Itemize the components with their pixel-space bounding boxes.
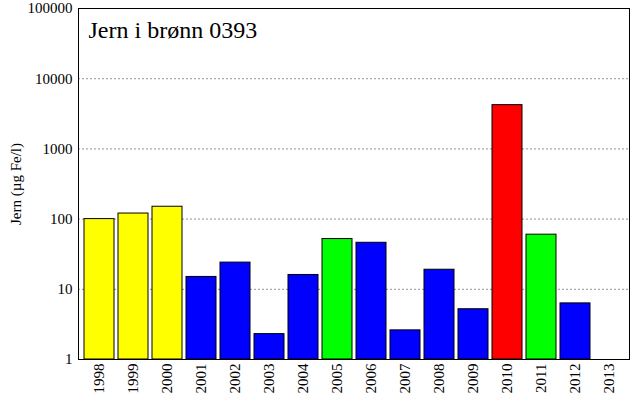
- svg-text:2001: 2001: [193, 364, 209, 394]
- svg-text:Jern i brønn 0393: Jern i brønn 0393: [89, 17, 258, 43]
- svg-text:2010: 2010: [499, 364, 515, 394]
- svg-text:Jern (µg Fe/l): Jern (µg Fe/l): [8, 143, 25, 225]
- svg-text:100000: 100000: [28, 0, 73, 16]
- svg-text:2006: 2006: [363, 363, 379, 394]
- svg-text:2003: 2003: [261, 364, 277, 394]
- svg-text:10: 10: [58, 281, 73, 297]
- svg-text:1000: 1000: [43, 141, 73, 157]
- svg-text:2005: 2005: [329, 364, 345, 394]
- svg-text:100: 100: [50, 211, 73, 227]
- svg-text:2013: 2013: [601, 364, 617, 394]
- svg-text:10000: 10000: [35, 71, 73, 87]
- svg-text:2012: 2012: [567, 364, 583, 394]
- svg-text:2011: 2011: [533, 364, 549, 393]
- svg-text:2008: 2008: [431, 364, 447, 394]
- svg-text:2000: 2000: [159, 364, 175, 394]
- svg-text:1: 1: [65, 351, 73, 367]
- svg-text:1999: 1999: [125, 364, 141, 394]
- svg-text:2009: 2009: [465, 364, 481, 394]
- svg-text:1998: 1998: [91, 364, 107, 394]
- svg-text:2002: 2002: [227, 364, 243, 394]
- svg-text:2004: 2004: [295, 363, 311, 394]
- svg-text:2007: 2007: [397, 363, 413, 394]
